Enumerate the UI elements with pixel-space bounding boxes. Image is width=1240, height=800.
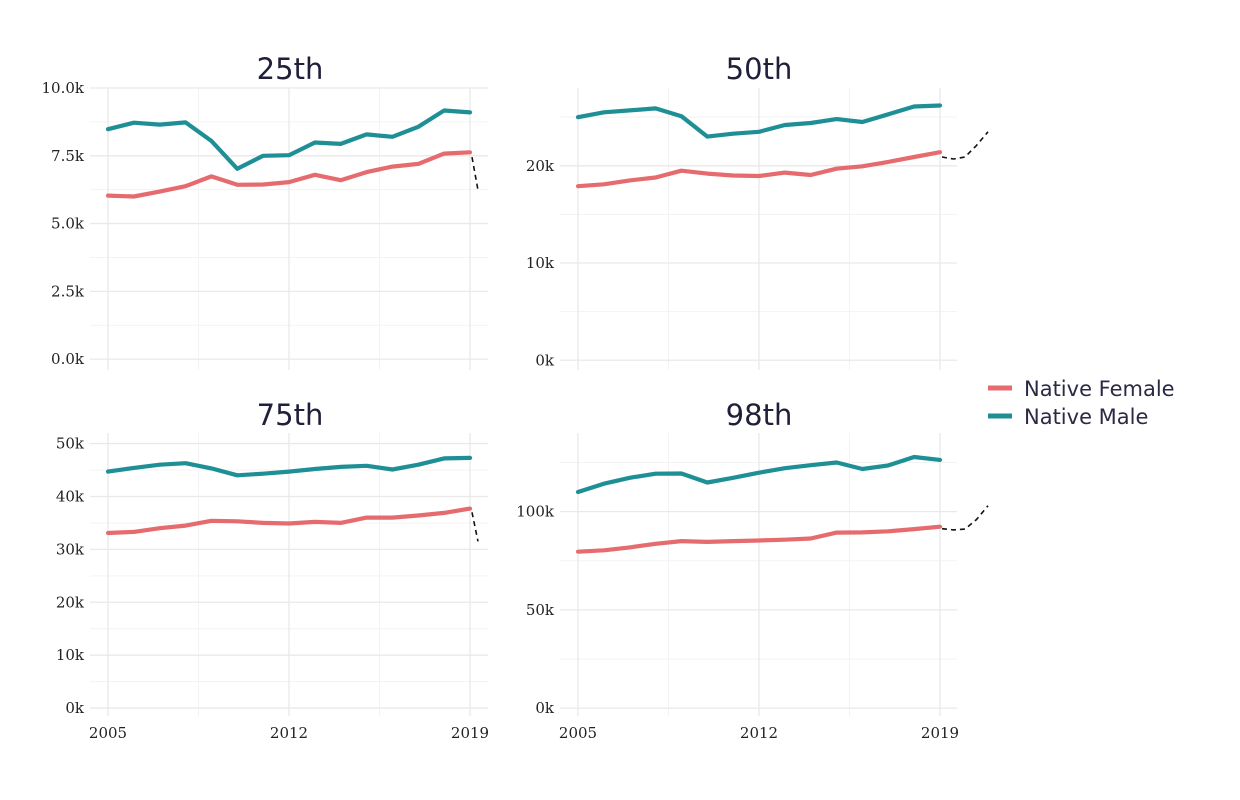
y-tick-label: 50k <box>56 435 85 453</box>
x-tick-label: 2012 <box>270 724 308 742</box>
panel-title: 25th <box>257 52 324 86</box>
x-tick-label: 2019 <box>921 724 959 742</box>
forecast-dashed-line <box>941 131 989 160</box>
y-tick-label: 10k <box>56 646 85 664</box>
legend-label-native-female: Native Female <box>1024 377 1175 401</box>
y-tick-label: 0k <box>535 699 555 717</box>
x-tick-label: 2012 <box>740 724 778 742</box>
grid <box>560 88 957 370</box>
grid <box>90 433 488 716</box>
series-line-native-female <box>105 150 473 199</box>
panel-98th: 98th 0k 50k 100k 2005 2012 2019 <box>516 398 989 742</box>
panel-75th: 75th 0k 10k 20k 30k 40k 50k 2005 2012 2019 <box>56 398 489 742</box>
x-tick-label: 2005 <box>559 724 597 742</box>
forecast-dashed-line <box>941 505 989 531</box>
series-line-native-female <box>575 150 943 189</box>
panel-title: 75th <box>257 398 324 432</box>
y-tick-label: 20k <box>56 593 85 611</box>
panel-25th: 25th 0.0k 2.5k 5.0k 7.5k 10.0k <box>42 52 488 370</box>
legend-label-native-male: Native Male <box>1024 405 1148 429</box>
grid <box>560 433 957 716</box>
forecast-dashed-line <box>471 156 479 191</box>
y-tick-label: 0.0k <box>51 350 85 368</box>
y-tick-label: 40k <box>56 487 85 505</box>
y-tick-label: 50k <box>526 601 555 619</box>
grid <box>90 87 488 370</box>
y-tick-label: 10.0k <box>42 79 85 97</box>
y-tick-label: 7.5k <box>51 147 85 165</box>
y-tick-label: 30k <box>56 540 85 558</box>
series-line-native-male <box>105 108 473 171</box>
y-tick-label: 2.5k <box>51 282 85 300</box>
x-tick-label: 2019 <box>451 724 489 742</box>
legend: Native Female Native Male <box>988 377 1175 429</box>
y-tick-label: 10k <box>526 254 555 272</box>
series-line-native-male <box>575 103 943 139</box>
y-tick-label: 0k <box>535 351 555 369</box>
panel-title: 98th <box>726 398 793 432</box>
forecast-dashed-line <box>471 512 479 542</box>
series-line-native-male <box>575 454 943 495</box>
series-line-native-male <box>105 455 473 478</box>
panel-50th: 50th 0k 10k 20k <box>526 52 989 370</box>
series-line-native-female <box>575 524 943 554</box>
x-tick-label: 2005 <box>89 724 127 742</box>
y-tick-label: 0k <box>65 699 85 717</box>
panel-title: 50th <box>726 52 793 86</box>
y-tick-label: 100k <box>516 503 555 521</box>
series-line-native-female <box>105 506 473 536</box>
y-tick-label: 20k <box>526 157 555 175</box>
y-tick-label: 5.0k <box>51 215 85 233</box>
